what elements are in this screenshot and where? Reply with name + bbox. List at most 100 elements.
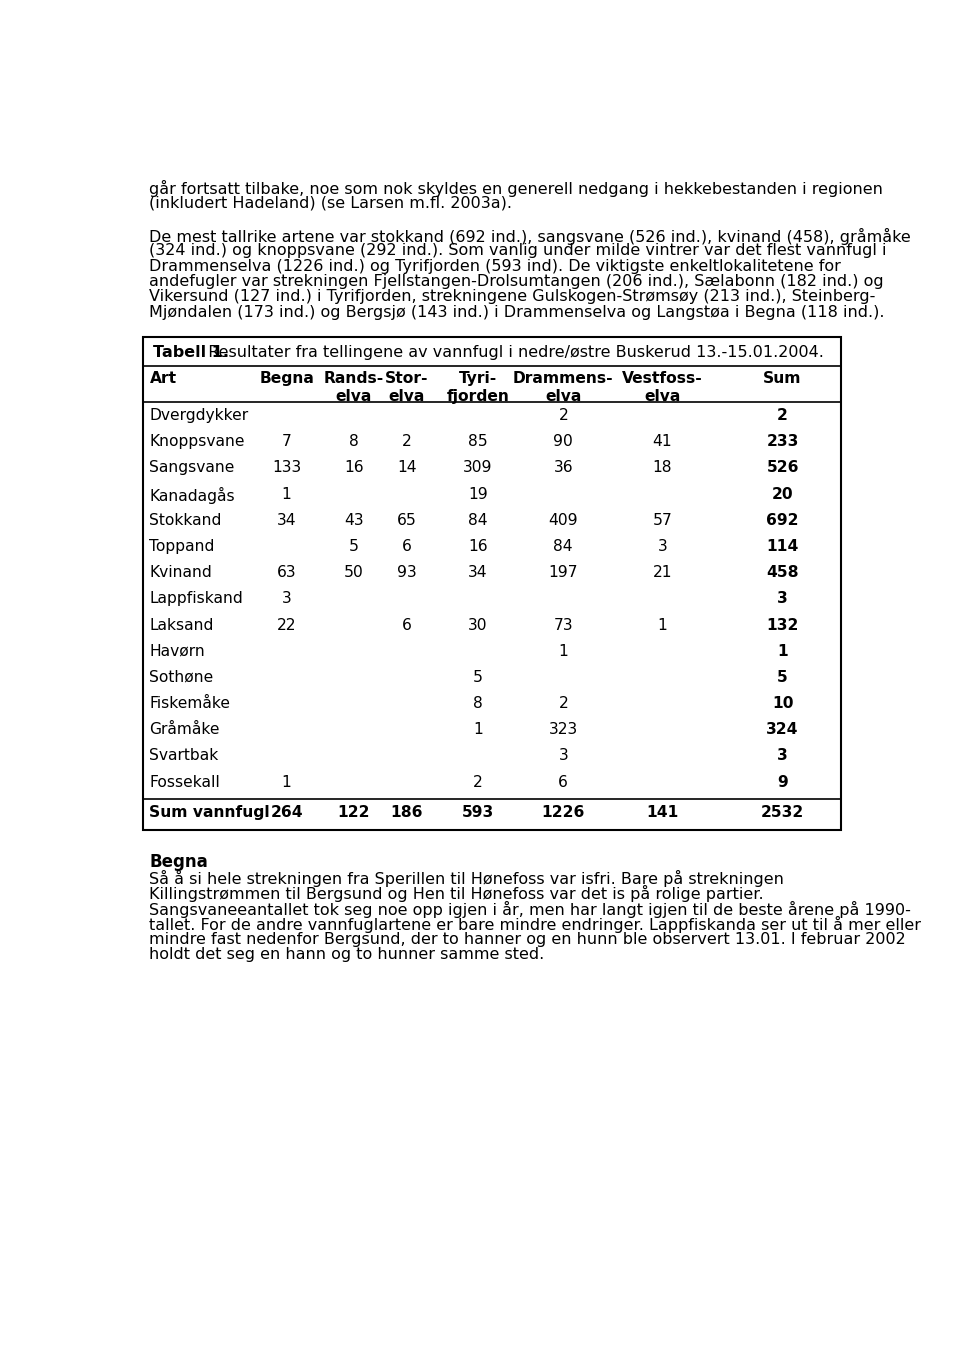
Text: Stor-
elva: Stor- elva bbox=[385, 371, 428, 404]
Text: 186: 186 bbox=[391, 805, 423, 820]
Text: 1: 1 bbox=[778, 643, 788, 658]
Text: Sangsvaneeantallet tok seg noe opp igjen i år, men har langt igjen til de beste : Sangsvaneeantallet tok seg noe opp igjen… bbox=[150, 900, 911, 918]
Text: Fiskemåke: Fiskemåke bbox=[150, 696, 230, 711]
Text: 6: 6 bbox=[559, 775, 568, 790]
Text: Kanadagås: Kanadagås bbox=[150, 487, 235, 503]
Text: 5: 5 bbox=[473, 670, 483, 685]
Text: 63: 63 bbox=[276, 566, 297, 581]
Text: Laksand: Laksand bbox=[150, 617, 214, 632]
Text: Gråmåke: Gråmåke bbox=[150, 722, 220, 737]
Text: 73: 73 bbox=[554, 617, 573, 632]
Text: Killingstrømmen til Bergsund og Hen til Hønefoss var det is på rolige partier.: Killingstrømmen til Bergsund og Hen til … bbox=[150, 885, 764, 903]
Text: 7: 7 bbox=[281, 434, 292, 449]
Text: 43: 43 bbox=[345, 513, 364, 528]
Text: 323: 323 bbox=[549, 722, 578, 737]
Text: Sum: Sum bbox=[763, 371, 802, 386]
Text: Svartbak: Svartbak bbox=[150, 748, 219, 763]
Text: 8: 8 bbox=[349, 434, 359, 449]
Text: Havørn: Havørn bbox=[150, 643, 205, 658]
Text: 122: 122 bbox=[338, 805, 371, 820]
Text: 84: 84 bbox=[554, 539, 573, 554]
Text: Stokkand: Stokkand bbox=[150, 513, 222, 528]
Text: 2: 2 bbox=[559, 696, 568, 711]
Text: 1: 1 bbox=[281, 775, 292, 790]
Text: Kvinand: Kvinand bbox=[150, 566, 212, 581]
Text: Tabell 1.: Tabell 1. bbox=[153, 345, 228, 360]
Text: Drammenselva (1226 ind.) og Tyrifjorden (593 ind). De viktigste enkeltlokalitete: Drammenselva (1226 ind.) og Tyrifjorden … bbox=[150, 258, 841, 273]
Text: Resultater fra tellingene av vannfugl i nedre/østre Buskerud 13.-15.01.2004.: Resultater fra tellingene av vannfugl i … bbox=[198, 345, 824, 360]
Text: Sangsvane: Sangsvane bbox=[150, 461, 235, 476]
Text: Vestfoss-
elva: Vestfoss- elva bbox=[622, 371, 703, 404]
Text: 3: 3 bbox=[281, 592, 292, 607]
Text: 2: 2 bbox=[778, 408, 788, 423]
Text: 3: 3 bbox=[658, 539, 667, 554]
Text: 1226: 1226 bbox=[541, 805, 585, 820]
Text: 41: 41 bbox=[653, 434, 672, 449]
Text: 1: 1 bbox=[473, 722, 483, 737]
Text: 409: 409 bbox=[548, 513, 578, 528]
Text: 114: 114 bbox=[766, 539, 799, 554]
Text: går fortsatt tilbake, noe som nok skyldes en generell nedgang i hekkebestanden i: går fortsatt tilbake, noe som nok skylde… bbox=[150, 180, 883, 197]
Text: Sum vannfugl: Sum vannfugl bbox=[150, 805, 270, 820]
Text: 16: 16 bbox=[345, 461, 364, 476]
Text: 133: 133 bbox=[272, 461, 301, 476]
Text: 20: 20 bbox=[772, 487, 793, 502]
Text: Mjøndalen (173 ind.) og Bergsjø (143 ind.) i Drammenselva og Langstøa i Begna (1: Mjøndalen (173 ind.) og Bergsjø (143 ind… bbox=[150, 305, 885, 320]
Text: mindre fast nedenfor Bergsund, der to hanner og en hunn ble observert 13.01. I f: mindre fast nedenfor Bergsund, der to ha… bbox=[150, 932, 906, 947]
Text: Dvergdykker: Dvergdykker bbox=[150, 408, 249, 423]
Text: Fossekall: Fossekall bbox=[150, 775, 220, 790]
Text: Tyri-
fjorden: Tyri- fjorden bbox=[446, 371, 510, 404]
Text: 2532: 2532 bbox=[761, 805, 804, 820]
Text: 1: 1 bbox=[559, 643, 568, 658]
Bar bbox=[143, 337, 841, 830]
Text: Så å si hele strekningen fra Sperillen til Hønefoss var isfri. Bare på strekning: Så å si hele strekningen fra Sperillen t… bbox=[150, 870, 784, 887]
Text: 6: 6 bbox=[402, 617, 412, 632]
Text: (inkludert Hadeland) (se Larsen m.fl. 2003a).: (inkludert Hadeland) (se Larsen m.fl. 20… bbox=[150, 196, 513, 211]
Text: 14: 14 bbox=[396, 461, 417, 476]
Text: 132: 132 bbox=[766, 617, 799, 632]
Text: 21: 21 bbox=[653, 566, 672, 581]
Text: andefugler var strekningen Fjellstangen-Drolsumtangen (206 ind.), Sælabonn (182 : andefugler var strekningen Fjellstangen-… bbox=[150, 275, 884, 290]
Text: 30: 30 bbox=[468, 617, 488, 632]
Text: 692: 692 bbox=[766, 513, 799, 528]
Text: 3: 3 bbox=[778, 592, 788, 607]
Text: 84: 84 bbox=[468, 513, 488, 528]
Text: Begna: Begna bbox=[150, 853, 208, 872]
Text: 2: 2 bbox=[559, 408, 568, 423]
Text: 1: 1 bbox=[658, 617, 667, 632]
Text: Knoppsvane: Knoppsvane bbox=[150, 434, 245, 449]
Text: 324: 324 bbox=[766, 722, 799, 737]
Text: 2: 2 bbox=[402, 434, 412, 449]
Text: 10: 10 bbox=[772, 696, 793, 711]
Text: 34: 34 bbox=[276, 513, 297, 528]
Text: 197: 197 bbox=[548, 566, 578, 581]
Text: 85: 85 bbox=[468, 434, 488, 449]
Text: 593: 593 bbox=[462, 805, 494, 820]
Text: 5: 5 bbox=[778, 670, 788, 685]
Text: 57: 57 bbox=[653, 513, 672, 528]
Text: 6: 6 bbox=[402, 539, 412, 554]
Text: holdt det seg en hann og to hunner samme sted.: holdt det seg en hann og to hunner samme… bbox=[150, 947, 544, 962]
Text: 264: 264 bbox=[271, 805, 303, 820]
Text: Lappfiskand: Lappfiskand bbox=[150, 592, 243, 607]
Text: 526: 526 bbox=[766, 461, 799, 476]
Text: Toppand: Toppand bbox=[150, 539, 215, 554]
Text: 3: 3 bbox=[778, 748, 788, 763]
Text: Sothøne: Sothøne bbox=[150, 670, 214, 685]
Text: 3: 3 bbox=[559, 748, 568, 763]
Text: 50: 50 bbox=[345, 566, 364, 581]
Text: 90: 90 bbox=[553, 434, 573, 449]
Text: 141: 141 bbox=[646, 805, 679, 820]
Text: 16: 16 bbox=[468, 539, 488, 554]
Text: 18: 18 bbox=[653, 461, 672, 476]
Text: 34: 34 bbox=[468, 566, 488, 581]
Text: 9: 9 bbox=[778, 775, 788, 790]
Text: 458: 458 bbox=[766, 566, 799, 581]
Text: 5: 5 bbox=[349, 539, 359, 554]
Text: 19: 19 bbox=[468, 487, 488, 502]
Text: 233: 233 bbox=[766, 434, 799, 449]
Text: (324 ind.) og knoppsvane (292 ind.). Som vanlig under milde vintrer var det fles: (324 ind.) og knoppsvane (292 ind.). Som… bbox=[150, 243, 887, 258]
Text: 1: 1 bbox=[281, 487, 292, 502]
Text: 8: 8 bbox=[473, 696, 483, 711]
Text: 93: 93 bbox=[396, 566, 417, 581]
